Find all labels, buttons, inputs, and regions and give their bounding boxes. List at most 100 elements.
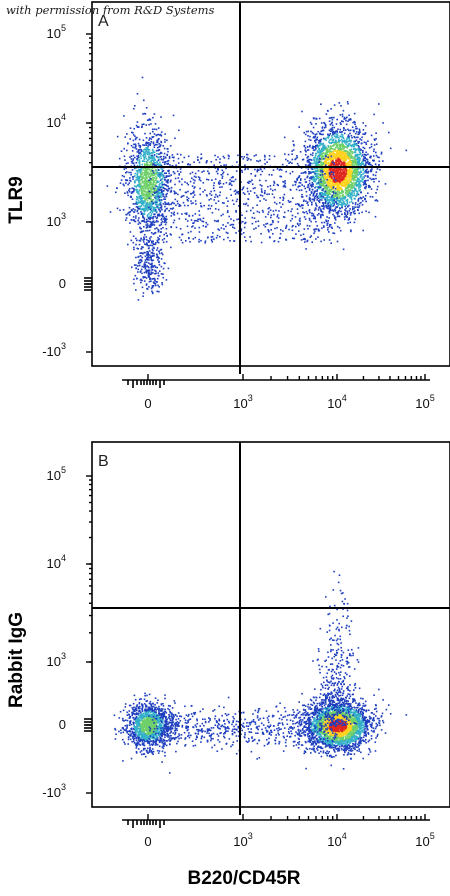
event-dot xyxy=(306,149,309,151)
event-dot xyxy=(342,195,345,198)
event-dot xyxy=(351,171,353,174)
event-dot xyxy=(333,192,335,194)
event-dot xyxy=(142,252,144,255)
event-dot xyxy=(148,250,151,252)
event-dot xyxy=(308,219,311,221)
event-dot xyxy=(330,183,332,185)
event-dot xyxy=(156,141,159,144)
event-dot xyxy=(341,195,344,198)
event-dot xyxy=(306,240,308,243)
event-dot xyxy=(330,179,333,181)
event-dot xyxy=(263,198,265,200)
event-dot xyxy=(344,141,346,143)
event-dot xyxy=(266,161,268,163)
event-dot xyxy=(128,171,130,174)
event-dot xyxy=(156,197,158,200)
event-dot xyxy=(240,233,243,235)
event-dot xyxy=(349,169,351,171)
event-dot xyxy=(156,241,159,243)
event-dot xyxy=(198,226,201,229)
event-dot xyxy=(330,226,333,229)
event-dot xyxy=(190,219,193,221)
event-dot xyxy=(316,195,318,198)
event-dot xyxy=(336,169,339,171)
event-dot xyxy=(263,192,266,195)
event-dot xyxy=(273,213,275,216)
event-dot xyxy=(338,150,341,152)
event-dot xyxy=(356,170,358,173)
event-dot xyxy=(296,162,299,165)
event-dot xyxy=(316,161,319,164)
event-dot xyxy=(197,176,200,178)
event-dot xyxy=(135,176,138,179)
event-dot xyxy=(137,156,139,159)
event-dot xyxy=(198,210,200,212)
event-dot xyxy=(169,164,171,166)
event-dot xyxy=(328,151,330,153)
event-dot xyxy=(151,174,153,176)
event-dot xyxy=(164,210,166,213)
event-dot xyxy=(371,196,374,198)
event-dot xyxy=(158,203,161,205)
event-dot xyxy=(135,148,138,150)
event-dot xyxy=(155,149,158,152)
event-dot xyxy=(274,188,276,191)
event-dot xyxy=(351,152,353,154)
event-dot xyxy=(237,154,239,157)
event-dot xyxy=(122,183,125,186)
event-dot xyxy=(351,170,353,172)
event-dot xyxy=(347,135,350,138)
event-dot xyxy=(291,170,294,173)
event-dot xyxy=(253,217,256,219)
event-dot xyxy=(355,139,358,141)
event-dot xyxy=(334,207,337,210)
event-dot xyxy=(153,151,156,154)
event-dot xyxy=(335,147,337,149)
event-dot xyxy=(288,228,290,231)
event-dot xyxy=(362,229,364,232)
event-dot xyxy=(179,168,182,170)
event-dot xyxy=(309,184,312,186)
event-dot xyxy=(328,200,331,202)
event-dot xyxy=(330,128,332,130)
event-dot xyxy=(156,190,158,193)
event-dot xyxy=(144,148,146,150)
event-dot xyxy=(146,163,148,165)
event-dot xyxy=(331,150,333,153)
event-dot xyxy=(312,217,315,220)
event-dot xyxy=(307,130,310,133)
event-dot xyxy=(156,206,158,209)
event-dot xyxy=(329,171,331,173)
event-dot xyxy=(167,162,170,165)
event-dot xyxy=(259,194,262,196)
event-dot xyxy=(139,240,142,242)
event-dot xyxy=(327,171,329,174)
event-dot xyxy=(337,157,339,160)
event-dot xyxy=(326,157,328,159)
event-dot xyxy=(340,120,343,122)
event-dot xyxy=(164,188,166,190)
event-dot xyxy=(148,218,151,220)
event-dot xyxy=(364,183,367,185)
event-dot xyxy=(341,144,343,147)
event-dot xyxy=(137,219,139,222)
event-dot xyxy=(339,168,341,171)
event-dot xyxy=(325,219,327,222)
event-dot xyxy=(193,191,195,194)
event-dot xyxy=(338,172,341,175)
event-dot xyxy=(335,140,337,143)
event-dot xyxy=(130,144,133,147)
event-dot xyxy=(354,142,357,145)
event-dot xyxy=(300,172,303,174)
event-dot xyxy=(354,156,357,158)
event-dot xyxy=(335,139,337,142)
event-dot xyxy=(338,160,340,162)
event-dot xyxy=(134,175,136,177)
event-dot xyxy=(141,272,143,275)
event-dot xyxy=(207,170,209,172)
event-dot xyxy=(345,167,347,170)
event-dot xyxy=(145,124,147,126)
event-dot xyxy=(304,218,307,220)
event-dot xyxy=(149,157,151,160)
event-dot xyxy=(242,192,245,194)
